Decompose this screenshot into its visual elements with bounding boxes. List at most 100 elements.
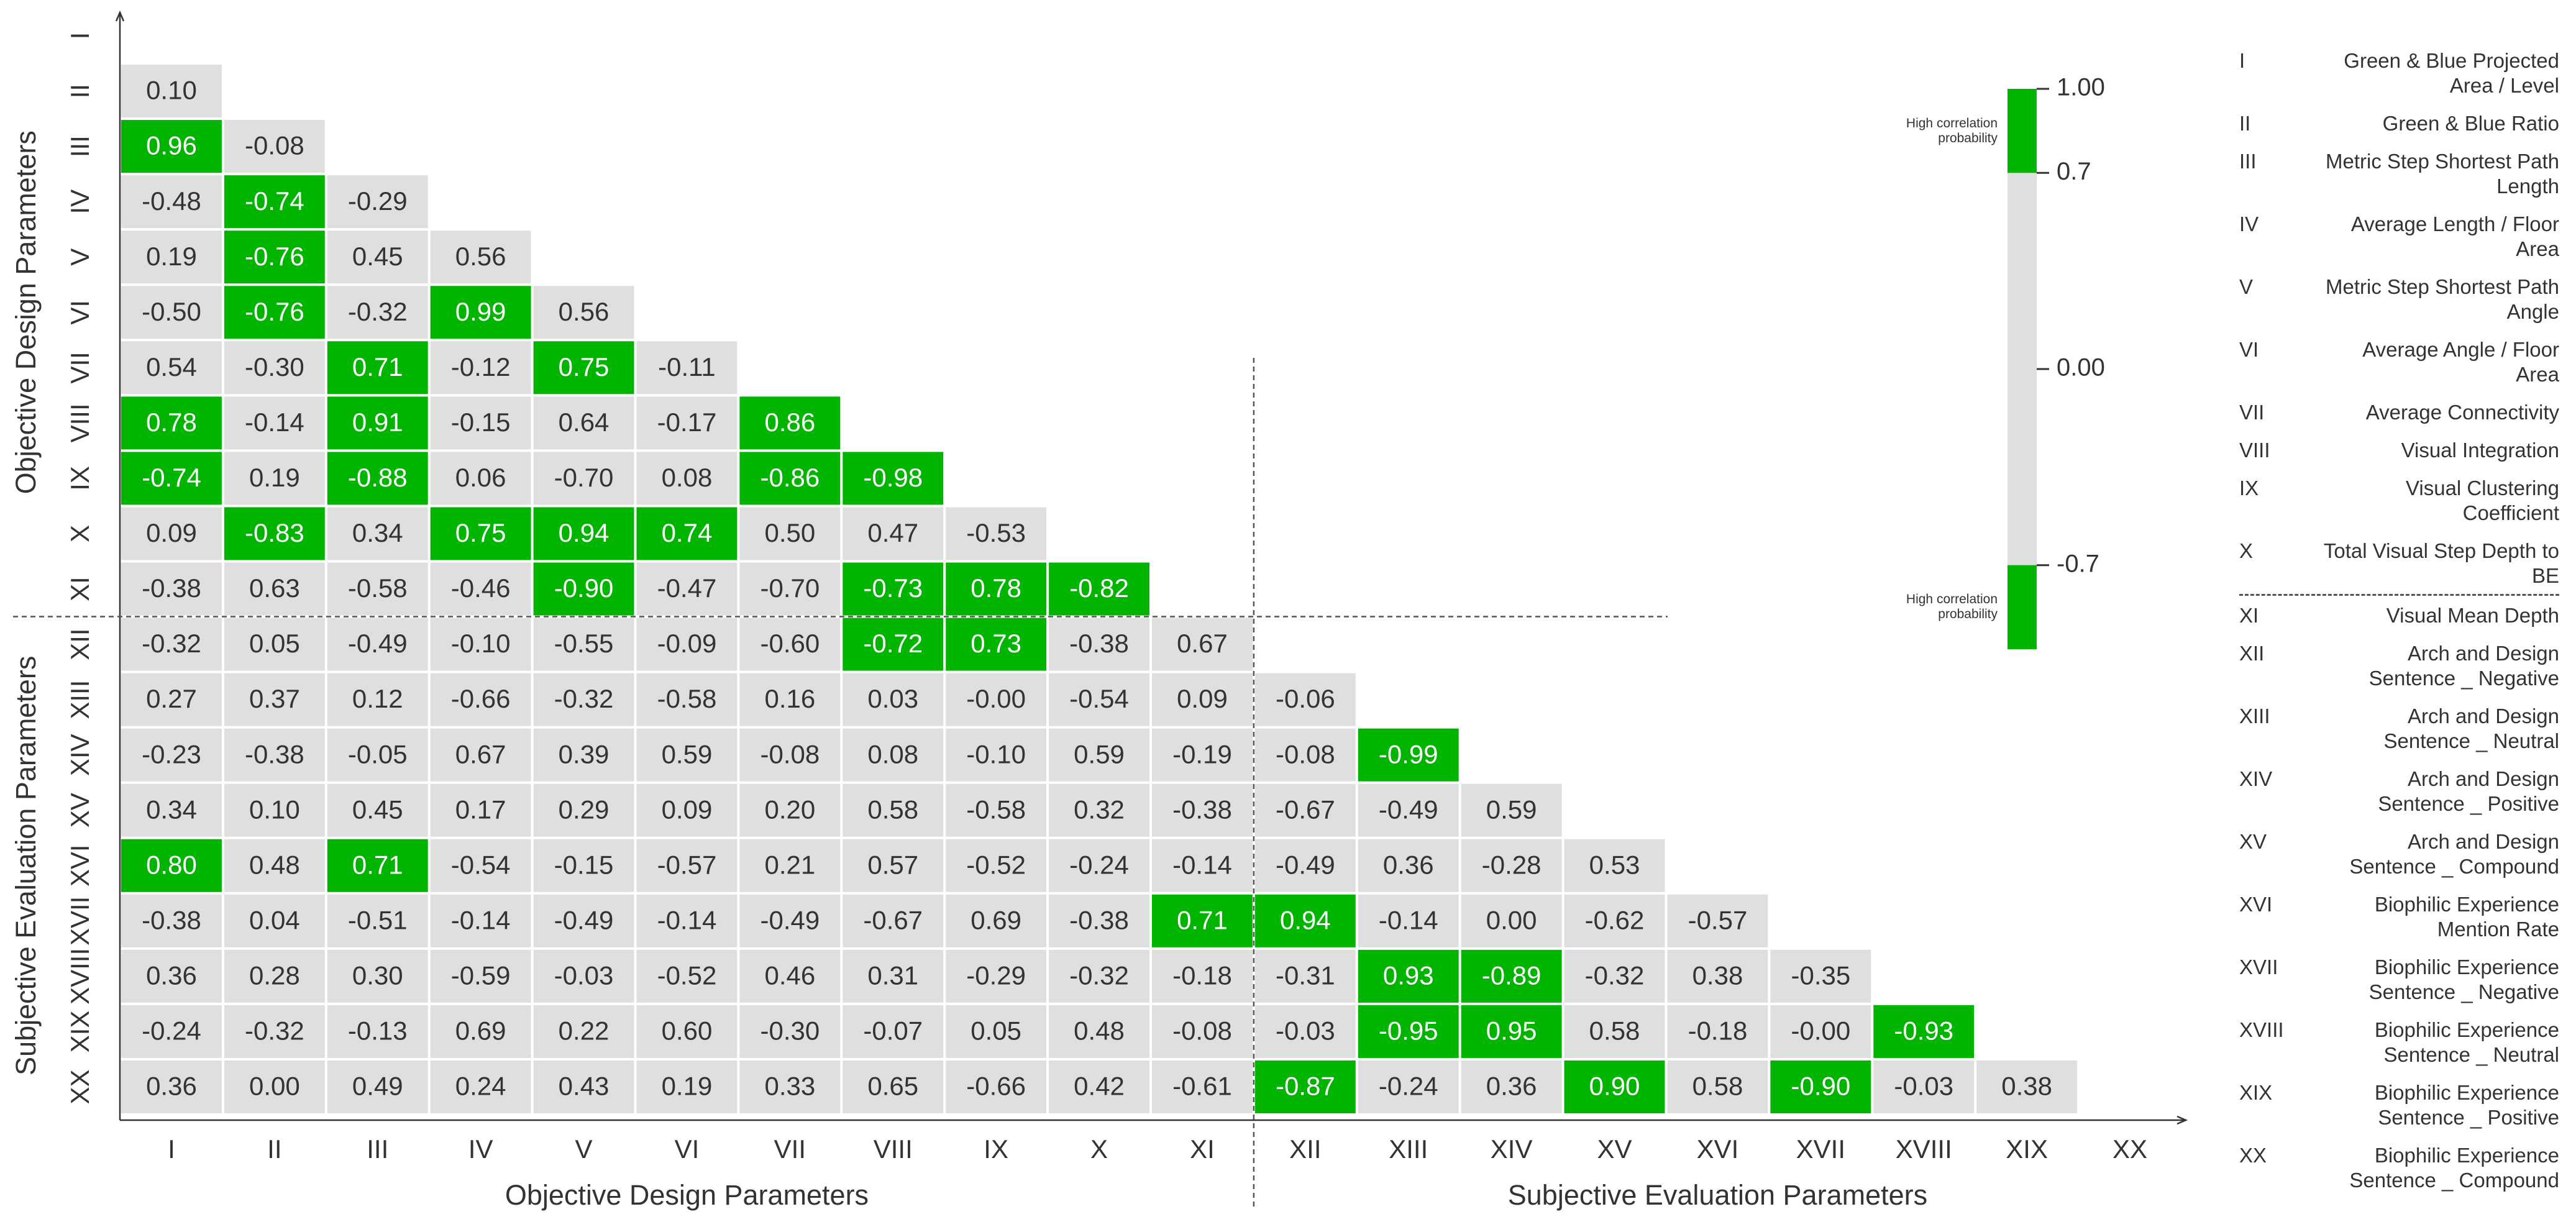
cell-label: 0.00 [1486,905,1537,934]
x-tick-label: XVII [1796,1134,1845,1164]
heatmap-cell [1667,1060,1768,1113]
heatmap-cell [430,341,531,395]
heatmap-cell [430,949,531,1003]
key-numeral: XIII [2239,705,2270,728]
x-tick-label: X [1090,1134,1108,1164]
heatmap-cell [327,1060,428,1113]
cell-label: -0.19 [1172,739,1232,769]
key-numeral: XVI [2239,893,2273,916]
heatmap-cell [121,728,222,782]
heatmap-cell [1564,1005,1665,1058]
cell-label: -0.38 [1172,795,1232,824]
colorbar-tick-label: -0.7 [2057,550,2099,577]
heatmap-cell [1254,673,1356,726]
cell-label: -0.15 [451,408,511,437]
heatmap-cell [1873,1005,1975,1058]
key-description: Visual Mean Depth [2386,604,2559,627]
cell-label: -0.73 [863,573,923,603]
key-numeral: XII [2239,642,2265,665]
heatmap-cell [1152,1005,1253,1058]
cell-label: -0.49 [1276,850,1335,879]
cell-label: -0.24 [142,1016,201,1046]
heatmap-cell [946,1005,1047,1058]
key-description: Metric Step Shortest Path Angle [2325,275,2559,323]
heatmap-cell [1358,783,1459,837]
cell-label: 0.27 [146,684,197,713]
key-description: Biophilic Experience Sentence _ Compound [2349,1144,2559,1192]
heatmap-cell [636,1005,738,1058]
key-row: IV Average Length / Floor Area [2239,212,2559,262]
heatmap-cell [1049,728,1149,782]
y-tick-label: I [65,32,94,40]
heatmap-cell [843,1060,944,1113]
key-numeral: XI [2239,604,2259,627]
x-tick-label: XIV [1491,1134,1533,1164]
cell-label: -0.30 [760,1016,820,1046]
heatmap-cell [224,120,325,173]
y-axis-arrow [115,10,125,22]
x-tick-label: XVIII [1896,1134,1952,1164]
heatmap-cell [327,839,428,892]
cell-label: 0.73 [971,629,1021,658]
heatmap-cell [224,396,325,450]
heatmap-cell [1667,894,1768,947]
heatmap-cell [430,618,531,671]
heatmap-cell [121,562,222,616]
key-numeral: XVIII [2239,1018,2284,1041]
key-numeral: XX [2239,1144,2267,1167]
cell-label: 0.34 [146,795,197,824]
cell-label: -0.93 [1894,1016,1953,1046]
cell-label: -0.58 [657,684,717,713]
cell-label: 0.12 [352,684,403,713]
cell-label: 0.36 [1486,1072,1537,1101]
cell-label: -0.14 [451,905,511,934]
cell-label: 0.48 [1074,1016,1125,1046]
key-row: IX Visual Clustering Coefficient [2239,476,2559,526]
cell-label: 0.20 [764,795,815,824]
heatmap-cell [946,728,1047,782]
cell-label: -0.03 [1276,1016,1335,1046]
cell-label: -0.60 [760,629,820,658]
cell-label: -0.24 [1379,1072,1438,1101]
heatmap-cell [1358,728,1459,782]
cell-label: 0.94 [559,518,610,547]
key-row: VI Average Angle / Floor Area [2239,337,2559,387]
heatmap-cell [533,949,634,1003]
heatmap-cell [430,230,531,284]
cell-label: 0.34 [352,518,403,547]
heatmap-cell [327,452,428,505]
cell-label: 0.95 [1486,1016,1537,1046]
cell-label: 0.58 [1692,1072,1743,1101]
key-description: Average Angle / Floor Area [2362,338,2559,386]
y-tick-label: VII [65,352,94,383]
heatmap-cell [327,286,428,339]
heatmap-cell [1049,839,1149,892]
cell-label: 0.65 [867,1072,918,1101]
key-numeral: VII [2239,401,2265,424]
heatmap-cell [1564,1060,1665,1113]
cell-label: -0.90 [554,573,614,603]
cell-label: 0.09 [146,518,197,547]
heatmap-cell [843,949,944,1003]
cell-label: -0.52 [966,850,1026,879]
heatmap-cell [1152,618,1253,671]
heatmap-cell [224,783,325,837]
cell-label: 0.74 [662,518,713,547]
heatmap-cell [1152,783,1253,837]
heatmap-cell [1461,839,1562,892]
cell-label: 0.19 [662,1072,713,1101]
cell-label: -0.03 [1894,1072,1953,1101]
heatmap-cell [1461,1060,1562,1113]
heatmap-cell [739,1005,841,1058]
heatmap-cell [430,783,531,837]
y-tick-label: XV [65,793,94,828]
cell-label: -0.83 [245,518,304,547]
key-row: VIII Visual Integration [2239,438,2559,463]
heatmap-cell [533,618,634,671]
key-numeral: XIV [2239,767,2273,790]
key-numeral: X [2239,539,2254,562]
cell-label: -0.90 [1791,1072,1850,1101]
colorbar-annotation: High correlation probability [1906,592,1998,622]
heatmap-cell [327,728,428,782]
